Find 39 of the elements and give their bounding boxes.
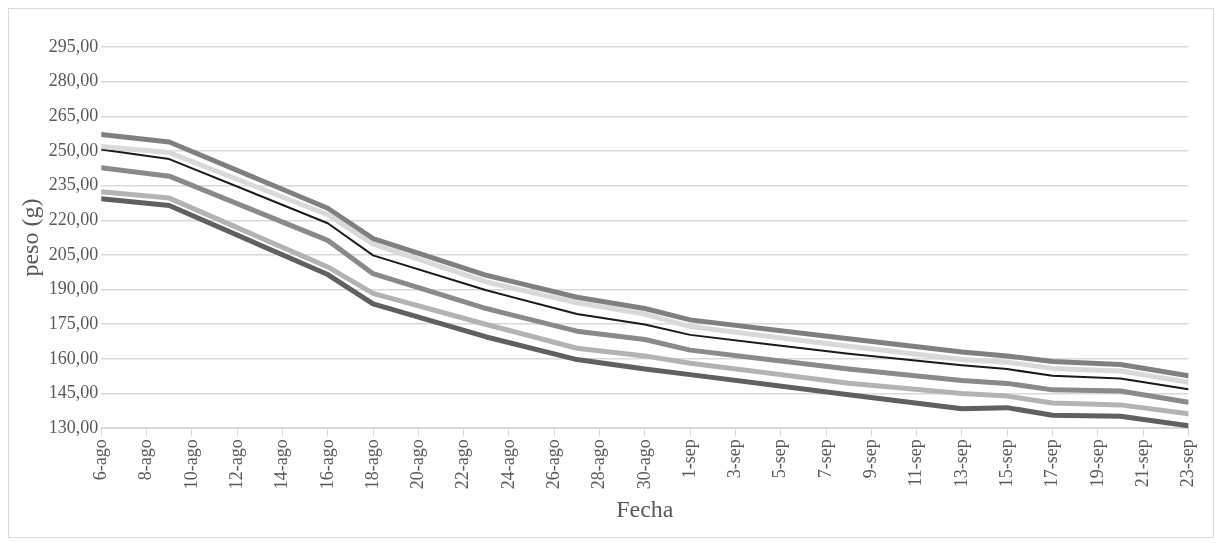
x-tick-label: 9-sep xyxy=(860,439,881,479)
x-tick-label: 28-ago xyxy=(588,439,609,490)
x-tick-label: 30-ago xyxy=(633,439,654,490)
x-tick-label: 6-ago xyxy=(90,439,111,481)
x-tick-label: 23-sep xyxy=(1177,439,1198,488)
y-tick-label: 250,00 xyxy=(48,139,99,160)
y-tick-label: 145,00 xyxy=(48,382,99,403)
y-tick-label: 175,00 xyxy=(48,312,99,333)
y-tick-label: 190,00 xyxy=(48,278,99,299)
x-tick-label: 1-sep xyxy=(678,439,699,479)
x-tick-label: 5-sep xyxy=(769,439,790,479)
y-tick-label: 280,00 xyxy=(48,70,99,91)
x-tick-label: 10-ago xyxy=(180,439,201,490)
x-tick-label: 19-sep xyxy=(1086,439,1107,488)
y-tick-label: 160,00 xyxy=(48,347,99,368)
x-tick-label: 13-sep xyxy=(950,439,971,488)
y-tick-label: 205,00 xyxy=(48,243,99,264)
x-tick-label: 14-ago xyxy=(271,439,292,490)
x-tick-label: 12-ago xyxy=(225,439,246,490)
x-tick-label: 15-sep xyxy=(995,439,1016,488)
x-tick-label: 17-sep xyxy=(1041,439,1062,488)
x-axis-title: Fecha xyxy=(616,495,674,522)
y-tick-label: 130,00 xyxy=(48,416,99,437)
x-tick-label: 21-sep xyxy=(1131,439,1152,488)
y-tick-label: 265,00 xyxy=(48,105,99,126)
x-tick-label: 16-ago xyxy=(316,439,337,490)
y-axis-title: peso (g) xyxy=(16,198,43,277)
x-tick-label: 20-ago xyxy=(407,439,428,490)
x-tick-label: 22-ago xyxy=(452,439,473,490)
x-tick-label: 26-ago xyxy=(542,439,563,490)
x-tick-label: 8-ago xyxy=(135,439,156,481)
x-tick-label: 7-sep xyxy=(814,439,835,479)
y-tick-label: 295,00 xyxy=(48,35,99,56)
x-tick-label: 24-ago xyxy=(497,439,518,490)
y-tick-label: 220,00 xyxy=(48,209,99,230)
x-tick-label: 11-sep xyxy=(905,439,926,487)
y-tick-label: 235,00 xyxy=(48,174,99,195)
x-tick-label: 18-ago xyxy=(361,439,382,490)
x-tick-label: 3-sep xyxy=(724,439,745,479)
